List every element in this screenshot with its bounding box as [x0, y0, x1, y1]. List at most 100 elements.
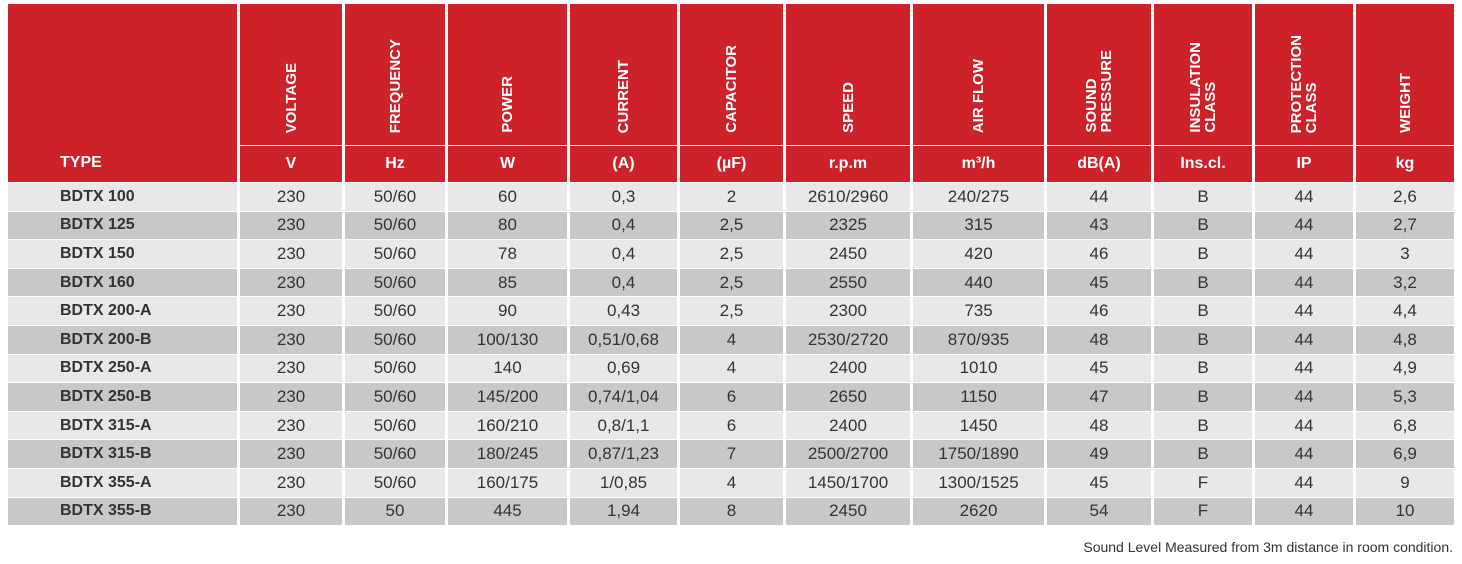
data-cell: 230 [240, 268, 342, 297]
data-cell: 50/60 [345, 268, 445, 297]
data-cell: 44 [1255, 411, 1353, 440]
data-cell: 4 [680, 325, 783, 354]
type-cell: BDTX 250-B [8, 383, 237, 411]
data-cell: 100/130 [448, 325, 567, 354]
data-cell: 0,51/0,68 [570, 325, 677, 354]
data-cell: 6 [680, 411, 783, 440]
data-cell: 44 [1255, 325, 1353, 354]
column-name: CAPACITOR [723, 45, 740, 141]
table-header: TYPE VOLTAGE FREQUENCY POWER CURRENT CAPACITO… [8, 4, 1454, 182]
data-cell: 1010 [913, 354, 1044, 383]
data-cell: 1450 [913, 411, 1044, 440]
data-cell: 54 [1047, 497, 1151, 526]
data-cell: 4,4 [1356, 297, 1454, 325]
data-cell: 230 [240, 440, 342, 468]
data-cell: 48 [1047, 325, 1151, 354]
data-cell: 2400 [786, 354, 910, 383]
unit-header: Hz [345, 146, 445, 182]
data-row: BDTX 125 230 50/60 80 0,4 2,5 2325 315 43 B 44 2,7 [8, 211, 1454, 240]
column-header: PROTECTION CLASS [1255, 4, 1353, 145]
data-cell: 0,69 [570, 354, 677, 383]
data-cell: 60 [448, 183, 567, 211]
column-name: INSULATION CLASS [1187, 42, 1219, 141]
column-name-line: CAPACITOR [723, 45, 740, 133]
data-cell: 0,4 [570, 240, 677, 268]
data-cell: 1150 [913, 383, 1044, 411]
column-header: CURRENT [570, 4, 677, 145]
data-cell: 85 [448, 268, 567, 297]
column-name-line: VOLTAGE [282, 62, 300, 133]
data-cell: 2610/2960 [786, 183, 910, 211]
data-cell: 1450/1700 [786, 468, 910, 497]
data-cell: 50/60 [345, 440, 445, 468]
data-cell: 50/60 [345, 183, 445, 211]
data-cell: 2500/2700 [786, 440, 910, 468]
data-cell: B [1154, 211, 1252, 240]
data-cell: 44 [1255, 211, 1353, 240]
type-cell: BDTX 200-A [8, 297, 237, 325]
type-cell: BDTX 250-A [8, 354, 237, 383]
data-cell: 48 [1047, 411, 1151, 440]
data-cell: 870/935 [913, 325, 1044, 354]
data-cell: 50/60 [345, 411, 445, 440]
header-row: TYPE VOLTAGE FREQUENCY POWER CURRENT CAPACITO… [8, 4, 1454, 182]
type-cell: BDTX 160 [8, 268, 237, 297]
data-row: BDTX 100 230 50/60 60 0,3 2 2610/2960 240/275 44… [8, 183, 1454, 211]
data-cell: B [1154, 268, 1252, 297]
data-cell: 230 [240, 297, 342, 325]
column-name: PROTECTION CLASS [1288, 35, 1320, 141]
data-cell: 230 [240, 325, 342, 354]
data-row: BDTX 355-A 230 50/60 160/175 1/0,85 4 1450/170… [8, 468, 1454, 497]
column-name: POWER [499, 76, 516, 141]
data-cell: B [1154, 411, 1252, 440]
data-cell: 230 [240, 240, 342, 268]
data-cell: 0,4 [570, 211, 677, 240]
data-cell: 2300 [786, 297, 910, 325]
data-cell: 0,3 [570, 183, 677, 211]
data-cell: 4 [680, 354, 783, 383]
data-cell: 4,9 [1356, 354, 1454, 383]
unit-header: (µF) [680, 146, 783, 182]
data-cell: 2325 [786, 211, 910, 240]
data-row: BDTX 250-B 230 50/60 145/200 0,74/1,04 6 2650 1… [8, 383, 1454, 411]
data-cell: 50/60 [345, 325, 445, 354]
data-cell: 9 [1356, 468, 1454, 497]
data-cell: 45 [1047, 268, 1151, 297]
type-header: TYPE [8, 4, 237, 182]
column-header: AIR FLOW [913, 4, 1044, 145]
data-cell: 78 [448, 240, 567, 268]
data-cell: 230 [240, 383, 342, 411]
data-cell: 230 [240, 183, 342, 211]
data-cell: 230 [240, 468, 342, 497]
data-cell: 445 [448, 497, 567, 526]
data-cell: 44 [1255, 183, 1353, 211]
data-cell: 315 [913, 211, 1044, 240]
data-cell: 2,5 [680, 297, 783, 325]
data-cell: 6 [680, 383, 783, 411]
data-row: BDTX 315-A 230 50/60 160/210 0,8/1,1 6 2400 145… [8, 411, 1454, 440]
data-cell: 47 [1047, 383, 1151, 411]
data-cell: 240/275 [913, 183, 1044, 211]
type-cell: BDTX 100 [8, 183, 237, 211]
column-name-line: CURRENT [615, 59, 632, 133]
data-cell: 46 [1047, 297, 1151, 325]
type-cell: BDTX 315-B [8, 440, 237, 468]
data-row: BDTX 150 230 50/60 78 0,4 2,5 2450 420 46 B 44 3 [8, 240, 1454, 268]
data-cell: 4,8 [1356, 325, 1454, 354]
data-cell: 735 [913, 297, 1044, 325]
column-header: SPEED [786, 4, 910, 145]
data-cell: 46 [1047, 240, 1151, 268]
data-cell: 1300/1525 [913, 468, 1044, 497]
column-name: WEIGHT [1397, 73, 1414, 141]
data-cell: 0,87/1,23 [570, 440, 677, 468]
unit-header: W [448, 146, 567, 182]
data-cell: 2400 [786, 411, 910, 440]
unit-header: kg [1356, 146, 1454, 182]
column-name-line: SPEED [839, 82, 857, 133]
type-cell: BDTX 315-A [8, 411, 237, 440]
data-cell: 4 [680, 468, 783, 497]
data-cell: B [1154, 325, 1252, 354]
data-cell: 6,8 [1356, 411, 1454, 440]
data-cell: 0,74/1,04 [570, 383, 677, 411]
data-cell: 44 [1255, 354, 1353, 383]
